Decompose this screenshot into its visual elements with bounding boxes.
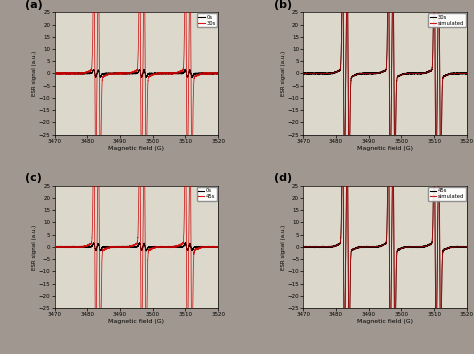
30s [143,186,149,190]
0s [144,75,149,80]
simulated [340,129,346,133]
Text: (a): (a) [25,0,43,10]
Line: 0s: 0s [55,69,218,78]
30s [464,72,470,76]
45s [148,247,154,251]
simulated [422,244,428,249]
45s [464,245,470,250]
Legend: 0s, 45s: 0s, 45s [197,187,217,201]
Line: 30s: 30s [55,0,218,188]
45s [60,244,65,249]
0s [215,71,221,75]
30s [60,71,65,75]
Y-axis label: ESR signal (a.u.): ESR signal (a.u.) [32,51,37,96]
0s [144,249,149,253]
Line: simulated: simulated [303,131,467,354]
0s [182,240,188,245]
30s [148,74,154,78]
45s [173,244,179,249]
simulated [430,194,436,199]
45s [301,244,306,249]
0s [155,245,161,249]
0s [182,242,187,247]
Y-axis label: ESR signal (a.u.): ESR signal (a.u.) [281,51,286,96]
simulated [301,245,306,249]
simulated [301,72,306,76]
0s [173,72,179,76]
30s [215,72,221,76]
0s [215,245,221,249]
45s [340,131,346,135]
45s [397,247,403,251]
45s [422,244,428,249]
Y-axis label: ESR signal (a.u.): ESR signal (a.u.) [281,224,286,269]
30s [404,72,410,76]
45s [182,190,187,194]
45s [404,245,410,249]
45s [360,245,365,249]
45s [430,190,436,194]
Text: (b): (b) [274,0,292,10]
30s [397,74,403,78]
0s [148,71,154,75]
Legend: 30s, simulated: 30s, simulated [428,13,466,27]
simulated [397,247,403,251]
30s [173,70,179,75]
Line: 45s: 45s [303,133,467,354]
Line: 0s: 0s [55,242,218,251]
30s [111,71,117,75]
X-axis label: Magnetic field (G): Magnetic field (G) [357,146,413,151]
0s [173,245,179,249]
Text: (d): (d) [274,173,292,183]
simulated [464,245,470,249]
Text: (c): (c) [25,173,42,183]
X-axis label: Magnetic field (G): Magnetic field (G) [109,319,164,324]
30s [301,71,306,75]
simulated [464,72,470,76]
simulated [430,21,436,25]
0s [52,245,57,249]
X-axis label: Magnetic field (G): Magnetic field (G) [357,319,413,324]
simulated [309,245,314,249]
45s [111,245,117,249]
0s [182,67,188,71]
simulated [397,73,403,78]
45s [91,131,97,135]
Line: 45s: 45s [55,133,218,354]
Line: simulated: simulated [303,0,467,189]
0s [148,245,154,249]
45s [155,245,161,249]
simulated [309,72,314,76]
30s [182,17,187,21]
45s [309,244,314,249]
simulated [422,71,428,75]
30s [155,72,161,76]
30s [360,71,365,75]
30s [392,186,398,190]
Y-axis label: ESR signal (a.u.): ESR signal (a.u.) [32,224,37,269]
45s [52,244,57,249]
Line: 30s: 30s [303,0,467,188]
simulated [360,72,365,76]
30s [52,71,57,75]
Legend: 45s, simulated: 45s, simulated [428,187,466,201]
0s [60,72,65,76]
0s [52,71,57,75]
Legend: 0s, 30s: 0s, 30s [197,13,217,27]
simulated [404,72,410,76]
simulated [404,245,410,249]
45s [215,245,221,250]
simulated [360,245,365,249]
0s [111,245,117,249]
30s [309,71,314,75]
0s [155,72,161,76]
0s [111,71,117,75]
0s [60,245,65,249]
30s [422,70,428,75]
0s [182,69,187,73]
simulated [438,187,444,192]
30s [430,17,436,21]
X-axis label: Magnetic field (G): Magnetic field (G) [109,146,164,151]
